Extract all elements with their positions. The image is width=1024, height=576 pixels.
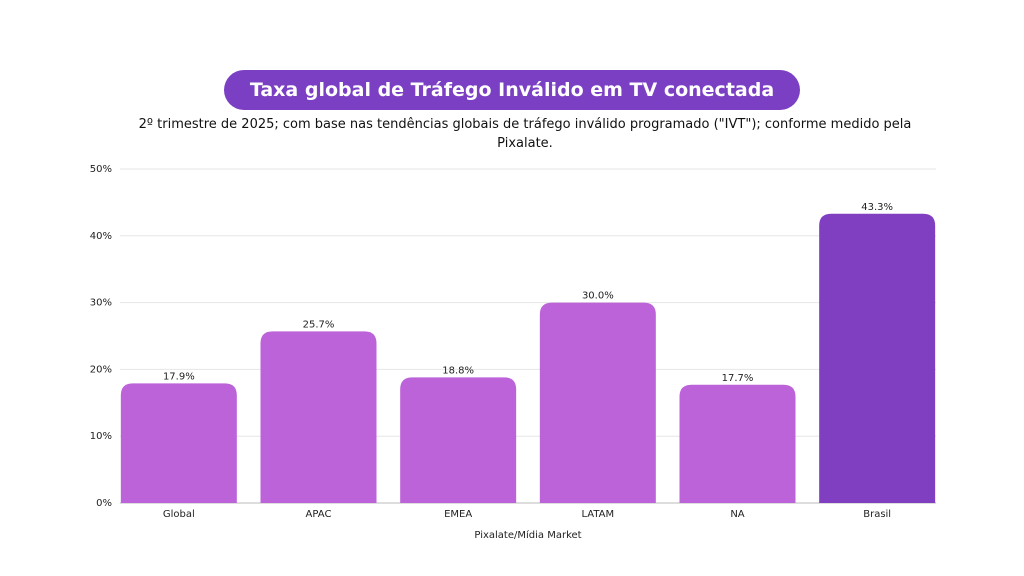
value-label: 43.3% [861, 202, 893, 213]
y-tick-label: 20% [90, 364, 112, 375]
x-tick-label: EMEA [444, 509, 472, 520]
x-tick-label: LATAM [581, 509, 614, 520]
value-label: 30.0% [582, 291, 614, 302]
chart-title: Taxa global de Tráfego Inválido em TV co… [224, 70, 800, 110]
y-tick-label: 40% [90, 231, 112, 242]
y-tick-label: 0% [96, 498, 112, 509]
x-tick-label: Global [163, 509, 195, 520]
bar [260, 331, 377, 503]
x-axis-label: Pixalate/Mídia Market [474, 529, 581, 541]
y-tick-label: 10% [90, 431, 112, 442]
x-tick-label: Brasil [863, 509, 891, 520]
y-tick-label: 50% [90, 164, 112, 175]
value-label: 17.9% [163, 371, 195, 382]
bar [539, 302, 656, 503]
bar [120, 383, 237, 503]
bar [400, 377, 517, 503]
bar [679, 384, 796, 503]
value-label: 18.8% [442, 365, 474, 376]
chart-subtitle: 2º trimestre de 2025; com base nas tendê… [138, 117, 912, 151]
x-tick-label: NA [730, 509, 744, 520]
y-tick-label: 30% [90, 298, 112, 309]
value-label: 25.7% [303, 319, 335, 330]
x-tick-label: APAC [306, 509, 332, 520]
bar [819, 213, 936, 504]
value-label: 17.7% [722, 373, 754, 384]
